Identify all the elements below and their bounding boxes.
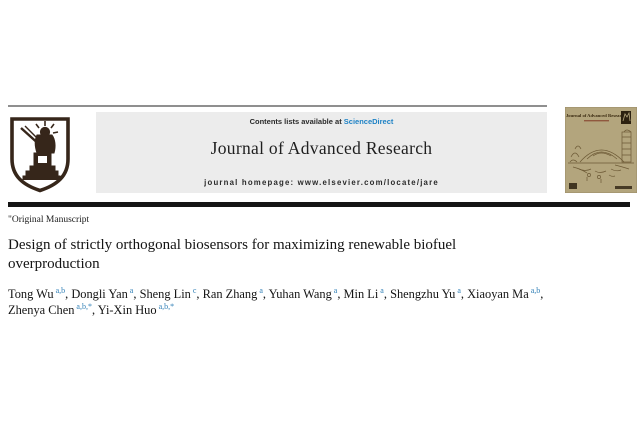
journal-title: Journal of Advanced Research [210, 138, 433, 158]
author-affiliation-sup: a,b [530, 285, 541, 295]
author-affiliation-sup: a [259, 285, 263, 295]
author: Ran Zhang a [202, 285, 263, 301]
author-affiliation-sup: c [192, 285, 197, 295]
cover-publisher-mark [569, 183, 577, 189]
author: Min Li a [343, 285, 384, 301]
author: Sheng Lin c [139, 285, 197, 301]
journal-cover-thumbnail: Journal of Advanced Research [564, 106, 638, 194]
author: Zhenya Chen a,b,* [8, 301, 92, 317]
author: Dongli Yan a [71, 285, 134, 301]
author-affiliation-sup: a,b,* [158, 301, 175, 311]
journal-homepage-line: journal homepage: www.elsevier.com/locat… [204, 178, 439, 187]
cover-title: Journal of Advanced Research [566, 113, 626, 118]
article-title: Design of strictly orthogonal biosensors… [8, 237, 457, 272]
elsevier-logo-icon [8, 115, 72, 193]
author: Tong Wu a,b [8, 285, 66, 301]
cover-emblem [621, 111, 631, 124]
masthead-box: Contents lists available at ScienceDirec… [96, 112, 547, 193]
author: Yuhan Wang a [268, 285, 338, 301]
author: Shengzhu Yu a [390, 285, 461, 301]
author-affiliation-sup: a [457, 285, 461, 295]
author-list: Tong Wu a,b, Dongli Yan a, Sheng Lin c, Ran… [8, 285, 544, 317]
header-top-rule [8, 105, 547, 107]
author: Yi-Xin Huo a,b,* [97, 301, 175, 317]
author-affiliation-sup: a [333, 285, 338, 295]
cover-subtitle-line [584, 120, 609, 122]
author-affiliation-sup: a,b,* [76, 301, 92, 311]
author-affiliation-sup: a,b [55, 285, 66, 295]
author: Xiaoyan Ma a,b [467, 285, 541, 301]
author-affiliation-sup: a [129, 285, 134, 295]
contents-line: Contents lists available at ScienceDirec… [96, 117, 547, 126]
cover-bottom-label [615, 186, 632, 189]
sciencedirect-link[interactable]: ScienceDirect [343, 117, 394, 126]
author-affiliation-sup: a [380, 285, 384, 295]
cover-illustration [568, 129, 634, 183]
article-type-label: "Original Manuscript [8, 215, 90, 225]
contents-line-text: Contents lists available at [249, 117, 344, 126]
header-divider-bar [8, 202, 630, 207]
